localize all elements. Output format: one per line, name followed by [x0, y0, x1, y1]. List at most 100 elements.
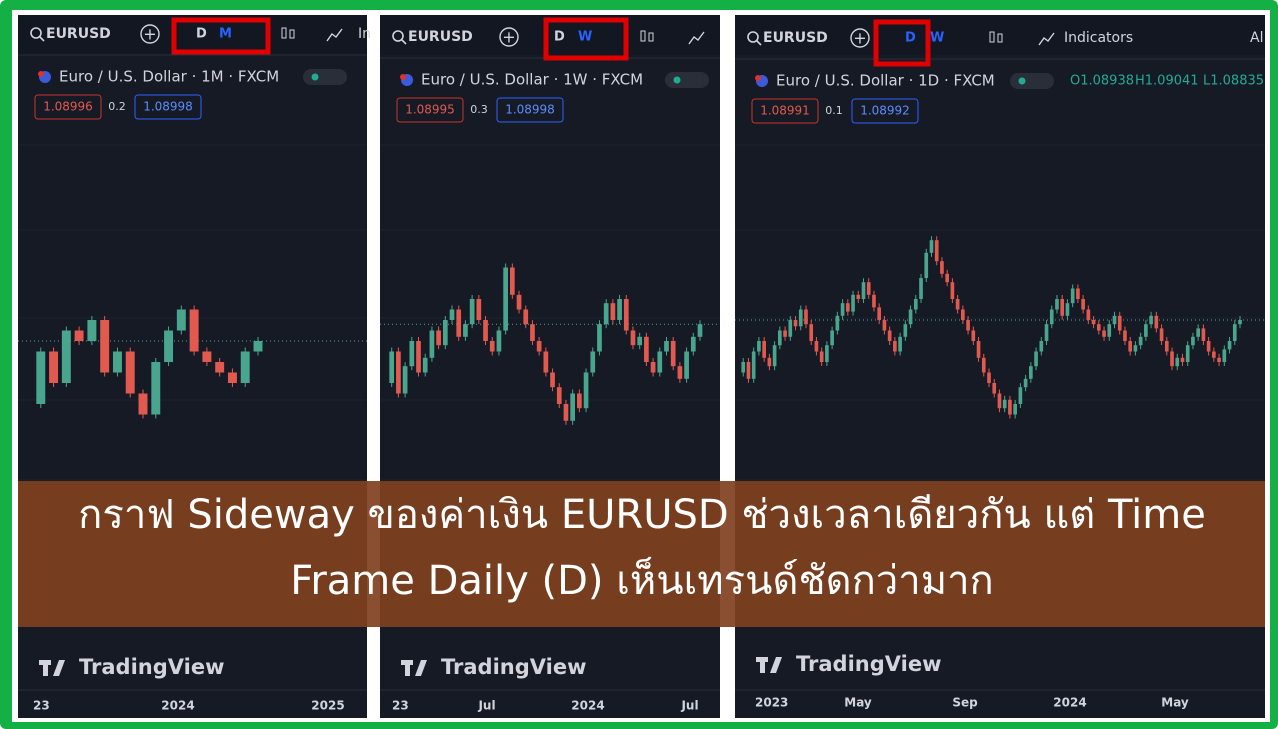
candle-body [1065, 303, 1070, 316]
candle-body [966, 320, 970, 331]
candle-body [976, 341, 981, 358]
candle-body [563, 404, 569, 421]
indicators-icon [326, 28, 343, 42]
candle-body [603, 303, 609, 325]
candle-body [650, 362, 656, 373]
add-symbol-plus: + [143, 25, 156, 44]
candle-body [1133, 345, 1138, 352]
candle-body [1018, 387, 1023, 404]
watermark-logo [415, 660, 427, 676]
candle-body [961, 309, 965, 320]
candle-body [1128, 341, 1133, 352]
candle-body [87, 320, 97, 341]
candle-body [1217, 357, 1221, 362]
candle-body [1002, 399, 1007, 409]
candle-body [1159, 328, 1164, 341]
candle-body [1138, 336, 1143, 346]
x-tick-label: 2024 [1053, 696, 1086, 710]
candle-body [176, 309, 186, 331]
x-tick-label: Jul [477, 699, 495, 713]
ohlc-value: H1.09041 [1135, 74, 1199, 89]
ask-box [134, 94, 202, 120]
symbol: EURUSD [46, 26, 111, 42]
candle-body [630, 330, 636, 346]
indicators-icon [688, 31, 705, 45]
candle-body [125, 351, 135, 394]
candle-body [677, 366, 683, 379]
candle-body [61, 330, 71, 383]
watermark-logo [770, 657, 782, 673]
bid-box [396, 97, 464, 123]
candle-body [456, 309, 462, 337]
ask-box [851, 98, 919, 124]
toolbar-button: In [358, 26, 371, 42]
candle-body [623, 299, 629, 331]
candle-body [409, 341, 415, 367]
candle-body [202, 351, 212, 362]
candle-body [577, 393, 582, 409]
candle-body [919, 278, 923, 299]
timeframe: D [554, 30, 565, 45]
chart-type-icon [640, 30, 646, 42]
x-tick-label: 2024 [571, 699, 604, 713]
x-tick-label: 23 [33, 699, 50, 713]
toolbar [735, 15, 1265, 55]
candle-body [819, 351, 824, 362]
symbol-legend: Euro / U.S. Dollar · 1D · FXCM [776, 72, 995, 90]
candle-body [657, 351, 663, 373]
search-icon [747, 31, 759, 43]
candle-body [436, 330, 441, 346]
candle-body [997, 393, 1002, 409]
add-symbol-button [499, 27, 519, 47]
status-pill [1010, 73, 1054, 89]
candle-body [929, 240, 934, 253]
candle-body [1149, 315, 1153, 325]
x-tick-label: 2025 [311, 699, 344, 713]
candle-body [809, 324, 814, 341]
search-icon [392, 30, 404, 42]
timeframe: D [196, 27, 207, 42]
candle-body [945, 273, 949, 283]
candle-body [164, 330, 174, 362]
x-tick-label: May [844, 696, 872, 710]
chart-type-icon [989, 31, 995, 43]
chart-type-icon [997, 33, 1003, 43]
candle-body [825, 345, 829, 362]
candle-body [835, 315, 840, 331]
candle-body [1060, 299, 1065, 316]
candle-body [783, 330, 787, 337]
candle-body [908, 309, 913, 325]
candle-body [556, 387, 562, 404]
candle-body [49, 351, 59, 383]
candle-body [1201, 328, 1206, 341]
chart-type-icon [648, 32, 654, 42]
search-icon [756, 40, 762, 46]
candle-body [483, 320, 488, 341]
candle-body [690, 336, 696, 352]
ask-price: 1.08998 [143, 100, 193, 114]
candle-body [449, 309, 455, 320]
search-icon [401, 39, 407, 45]
candle-body [1123, 330, 1127, 341]
spread: 0.1 [825, 104, 843, 117]
highlight-box [873, 19, 931, 67]
add-symbol-button [140, 24, 160, 44]
candle-body [536, 341, 542, 352]
candle-body [422, 357, 428, 373]
bid-price: 1.08996 [43, 100, 93, 114]
ohlc-value: L1.08835 [1203, 74, 1264, 89]
candle-body [1023, 378, 1028, 388]
timeframe: W [578, 30, 592, 45]
candle-body [1034, 351, 1038, 367]
candle-body [523, 309, 529, 325]
candle-body [1055, 299, 1059, 310]
flag-icon [38, 71, 44, 77]
x-tick-label: 23 [392, 699, 409, 713]
flag-icon [755, 75, 761, 81]
x-tick-label: Jul [680, 699, 698, 713]
candle-body [866, 282, 871, 295]
candle-body [877, 307, 882, 320]
candle-body [664, 341, 669, 352]
candle-body [950, 282, 955, 299]
